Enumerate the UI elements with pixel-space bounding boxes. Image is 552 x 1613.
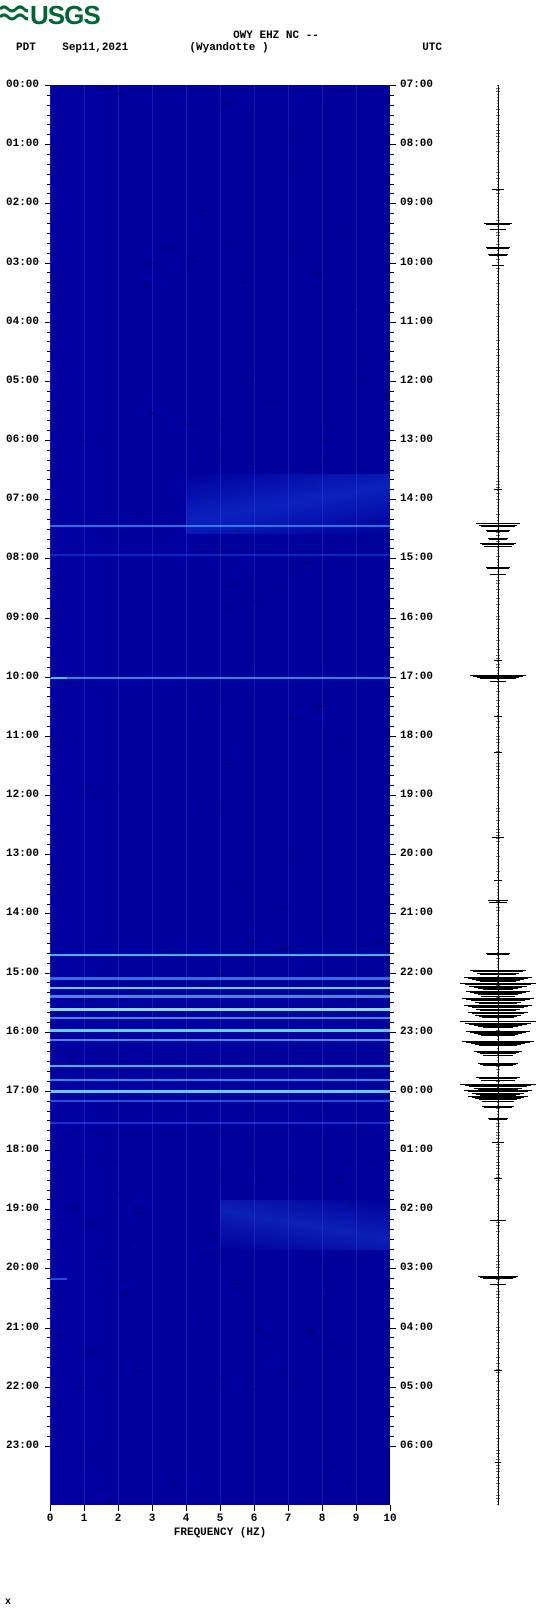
- freq-tick-label: 6: [251, 1513, 258, 1525]
- left-tick-label: 07:00: [6, 493, 39, 505]
- freq-tick-label: 4: [183, 1513, 190, 1525]
- left-tick-label: 04:00: [6, 316, 39, 328]
- right-tick-label: 18:00: [400, 730, 433, 742]
- freq-tick-label: 5: [217, 1513, 224, 1525]
- freq-tick-label: 7: [285, 1513, 292, 1525]
- right-tick-label: 19:00: [400, 789, 433, 801]
- header-left: PDT Sep11,2021: [10, 42, 158, 54]
- right-tick-label: 07:00: [400, 79, 433, 91]
- usgs-logo: USGS: [0, 0, 100, 31]
- right-tick-label: 03:00: [400, 1262, 433, 1274]
- plot-area: [50, 85, 390, 1505]
- left-tick-label: 01:00: [6, 138, 39, 150]
- right-tick-label: 14:00: [400, 493, 433, 505]
- amplitude-trace: [458, 85, 538, 1505]
- left-tick-label: 08:00: [6, 552, 39, 564]
- chart-header: OWY EHZ NC -- PDT Sep11,2021 (Wyandotte …: [0, 30, 552, 54]
- left-tick-label: 16:00: [6, 1026, 39, 1038]
- left-tick-label: 02:00: [6, 197, 39, 209]
- freq-tick-label: 8: [319, 1513, 326, 1525]
- right-tick-label: 13:00: [400, 434, 433, 446]
- left-tick-label: 05:00: [6, 375, 39, 387]
- right-tz: UTC: [300, 42, 542, 54]
- right-tick-label: 09:00: [400, 197, 433, 209]
- left-tick-label: 06:00: [6, 434, 39, 446]
- left-tick-label: 11:00: [6, 730, 39, 742]
- page: USGS OWY EHZ NC -- PDT Sep11,2021 (Wyand…: [0, 0, 552, 1613]
- logo-text: USGS: [30, 0, 100, 31]
- left-tick-label: 13:00: [6, 848, 39, 860]
- right-tick-label: 00:00: [400, 1085, 433, 1097]
- right-tick-label: 11:00: [400, 316, 433, 328]
- left-tick-label: 10:00: [6, 671, 39, 683]
- right-tick-label: 15:00: [400, 552, 433, 564]
- left-tick-label: 14:00: [6, 907, 39, 919]
- left-tick-label: 15:00: [6, 967, 39, 979]
- right-tick-label: 16:00: [400, 612, 433, 624]
- left-tick-label: 21:00: [6, 1322, 39, 1334]
- left-tick-label: 09:00: [6, 612, 39, 624]
- right-tick-label: 17:00: [400, 671, 433, 683]
- x-axis-label: FREQUENCY (HZ): [50, 1527, 390, 1539]
- left-tick-label: 00:00: [6, 79, 39, 91]
- right-tick-label: 02:00: [400, 1203, 433, 1215]
- logo-waves-icon: [0, 3, 28, 29]
- freq-tick-label: 0: [47, 1513, 54, 1525]
- left-tick-label: 17:00: [6, 1085, 39, 1097]
- right-tick-label: 10:00: [400, 257, 433, 269]
- right-tick-label: 22:00: [400, 967, 433, 979]
- left-tick-label: 23:00: [6, 1440, 39, 1452]
- freq-tick-label: 2: [115, 1513, 122, 1525]
- left-tick-label: 03:00: [6, 257, 39, 269]
- right-tick-label: 01:00: [400, 1144, 433, 1156]
- freq-tick-label: 3: [149, 1513, 156, 1525]
- right-tick-label: 21:00: [400, 907, 433, 919]
- header-date: Sep11,2021: [62, 42, 128, 54]
- left-tz: PDT: [16, 42, 36, 54]
- freq-tick-label: 1: [81, 1513, 88, 1525]
- station-title-line1: OWY EHZ NC --: [0, 30, 552, 42]
- footer-mark: x: [5, 1597, 11, 1608]
- left-tick-label: 20:00: [6, 1262, 39, 1274]
- right-tick-label: 04:00: [400, 1322, 433, 1334]
- right-tick-label: 08:00: [400, 138, 433, 150]
- right-tick-label: 06:00: [400, 1440, 433, 1452]
- spectrogram: [50, 85, 390, 1505]
- freq-tick-label: 9: [353, 1513, 360, 1525]
- freq-tick-label: 10: [383, 1513, 396, 1525]
- left-tick-label: 22:00: [6, 1381, 39, 1393]
- left-tick-label: 19:00: [6, 1203, 39, 1215]
- right-tick-label: 05:00: [400, 1381, 433, 1393]
- left-tick-label: 18:00: [6, 1144, 39, 1156]
- station-title-line2: (Wyandotte ): [158, 42, 300, 54]
- right-tick-label: 20:00: [400, 848, 433, 860]
- right-tick-label: 12:00: [400, 375, 433, 387]
- left-tick-label: 12:00: [6, 789, 39, 801]
- right-tick-label: 23:00: [400, 1026, 433, 1038]
